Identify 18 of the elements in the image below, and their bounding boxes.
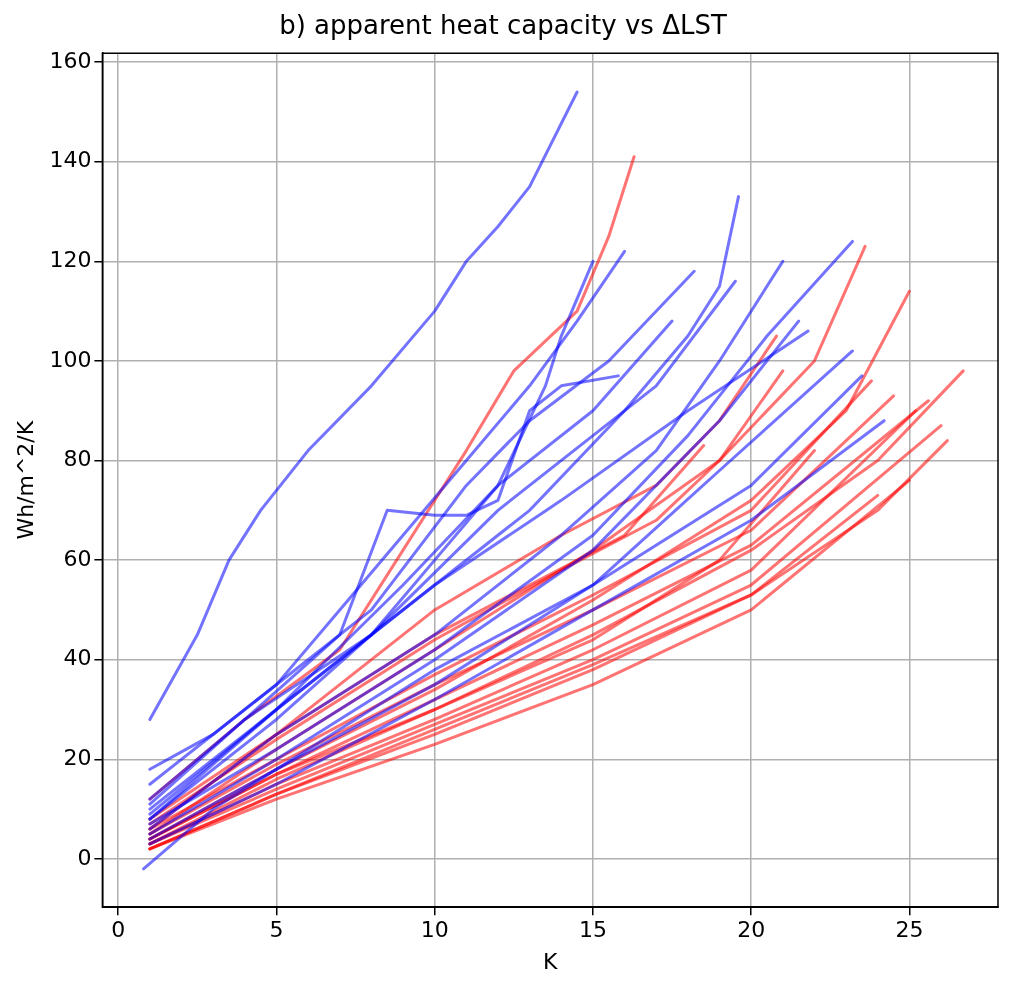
y-tick-label: 120: [49, 247, 92, 273]
y-tick-label: 140: [49, 147, 92, 173]
y-axis-title: Wh/m^2/K: [12, 420, 38, 540]
y-tick-label: 40: [63, 645, 92, 671]
y-tick-label: 0: [77, 844, 92, 870]
x-tick-label: 5: [269, 917, 284, 943]
x-tick-label: 10: [420, 917, 449, 943]
x-axis-title: K: [542, 948, 558, 974]
x-tick-label: 15: [578, 917, 607, 943]
y-tick-label: 100: [49, 346, 92, 372]
y-tick-label: 80: [63, 446, 92, 472]
y-tick-label: 160: [49, 47, 92, 73]
chart-title: b) apparent heat capacity vs ΔLST: [279, 10, 727, 41]
x-tick-label: 25: [895, 917, 924, 943]
y-tick-label: 60: [63, 545, 92, 571]
x-tick-label: 0: [111, 917, 126, 943]
y-tick-label: 20: [63, 745, 92, 771]
x-tick-label: 20: [737, 917, 766, 943]
